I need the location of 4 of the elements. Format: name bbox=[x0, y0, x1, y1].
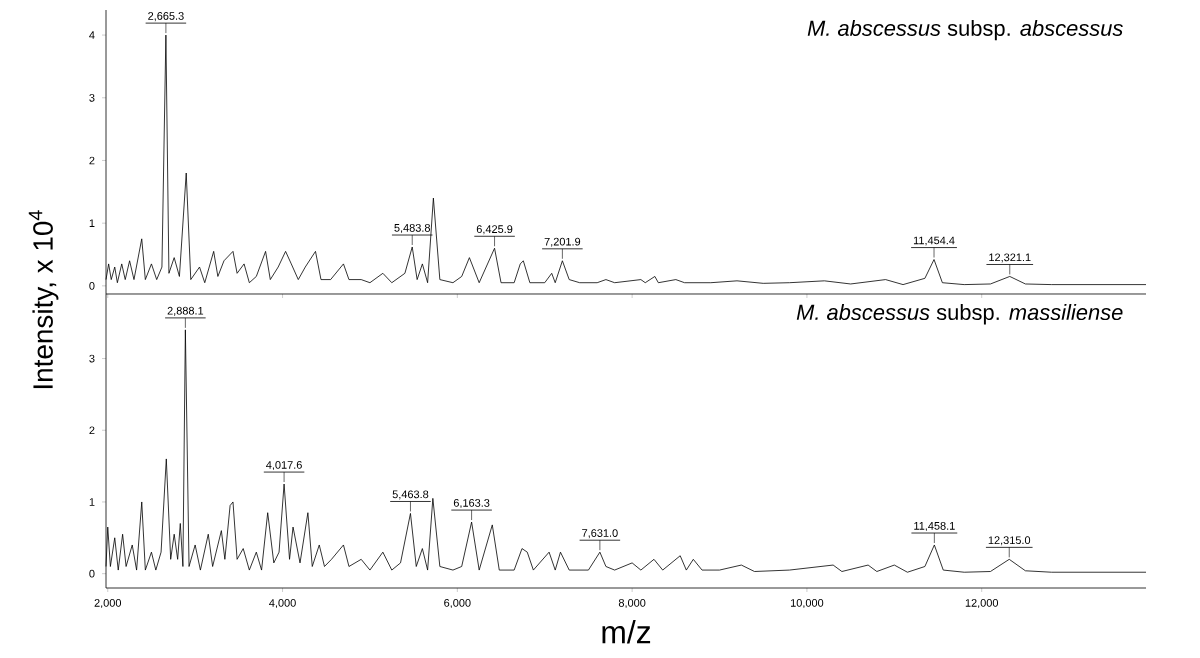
y-axis-title: Intensity, x 10$^{4}$ bbox=[28, 210, 59, 389]
chart-title: M. abscessus subsp. massiliense bbox=[796, 303, 1123, 325]
x-axis-title: m/z bbox=[602, 620, 651, 644]
chart-title: M. abscessus subsp. abscessus bbox=[807, 19, 1123, 41]
